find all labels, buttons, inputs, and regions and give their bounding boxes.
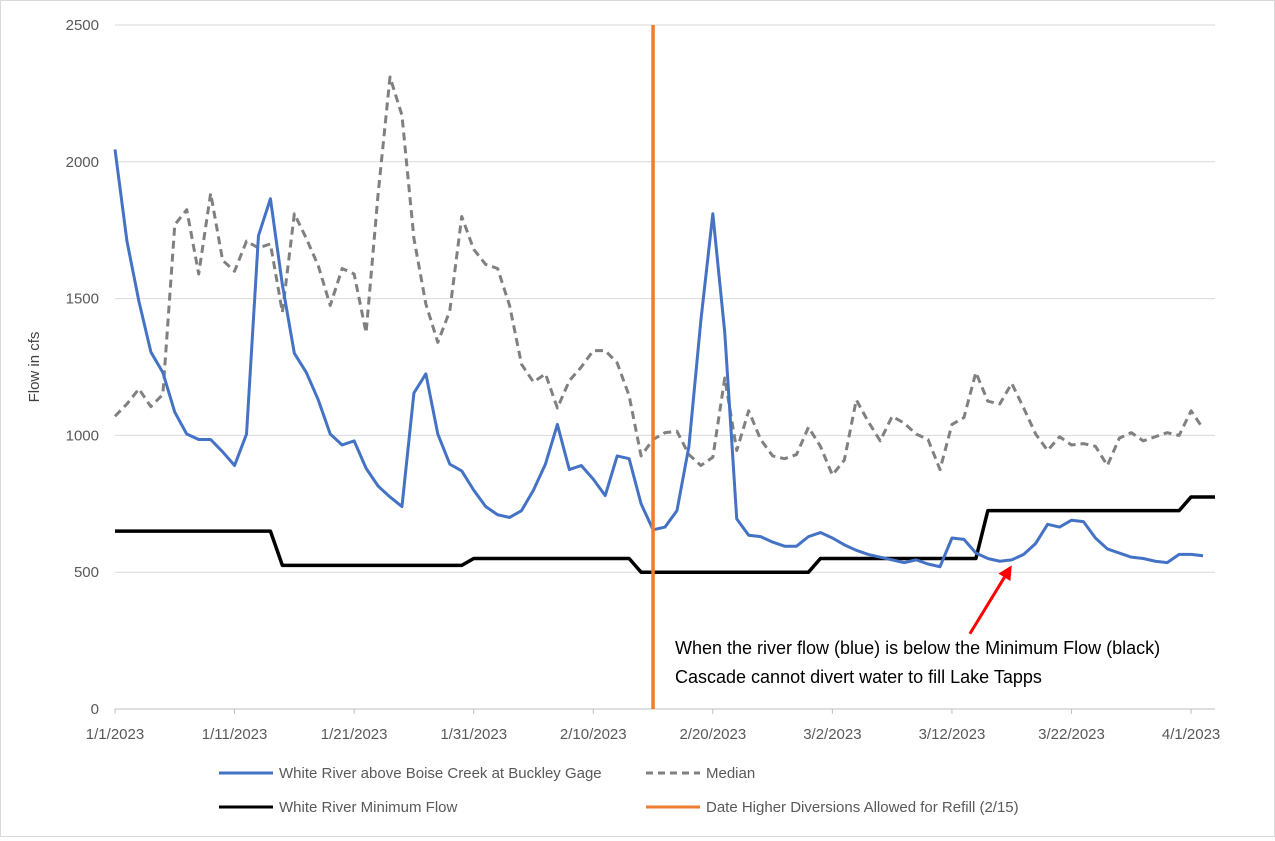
legend-item-refill: Date Higher Diversions Allowed for Refil… (646, 799, 1019, 816)
y-tick-label: 500 (74, 564, 99, 581)
x-tick-label: 1/11/2023 (202, 726, 268, 743)
annotation-arrow-shaft (968, 576, 1006, 635)
annotation-arrow-head (998, 565, 1012, 581)
x-tick-label: 3/22/2023 (1038, 726, 1105, 743)
y-tick-label: 0 (91, 701, 99, 718)
legend-label-median: Median (706, 765, 755, 782)
legend: White River above Boise Creek at Buckley… (219, 765, 1019, 816)
series-layer (113, 25, 1215, 709)
y-tick-label: 2000 (66, 154, 99, 171)
x-tick-label: 1/1/2023 (86, 726, 144, 743)
y-tick-label: 1500 (66, 291, 99, 308)
series-line-minimum-flow (115, 495, 1215, 574)
y-tick-label: 1000 (66, 427, 99, 444)
legend-label-refill: Date Higher Diversions Allowed for Refil… (706, 799, 1019, 816)
y-tick-label: 2500 (66, 17, 99, 34)
legend-item-median: Median (646, 765, 755, 782)
x-tick-label: 4/1/2023 (1162, 726, 1220, 743)
gridlines (115, 24, 1215, 573)
x-tick-label: 1/21/2023 (321, 726, 388, 743)
series-line-median (113, 75, 1205, 477)
x-tick-label: 2/20/2023 (679, 726, 746, 743)
legend-label-flow: White River above Boise Creek at Buckley… (279, 765, 602, 782)
x-tick-label: 3/2/2023 (803, 726, 861, 743)
legend-item-flow: White River above Boise Creek at Buckley… (219, 765, 602, 782)
annotation: When the river flow (blue) is below the … (675, 565, 1160, 687)
x-tick-label: 1/31/2023 (440, 726, 507, 743)
x-tick-label: 2/10/2023 (560, 726, 627, 743)
x-tick-label: 3/12/2023 (919, 726, 986, 743)
annotation-text-line-2: Cascade cannot divert water to fill Lake… (675, 667, 1042, 687)
legend-item-minimum: White River Minimum Flow (219, 799, 458, 816)
legend-label-minimum: White River Minimum Flow (279, 799, 458, 816)
annotation-text-line-1: When the river flow (blue) is below the … (675, 638, 1160, 658)
y-axis-title: Flow in cfs (26, 332, 43, 403)
x-tick-labels: 1/1/2023 1/11/2023 1/21/2023 1/31/2023 2/10/… (86, 709, 1220, 743)
series-line-white-river-flow (113, 149, 1204, 569)
y-tick-labels: 0 500 1000 1500 2000 2500 (66, 17, 99, 718)
